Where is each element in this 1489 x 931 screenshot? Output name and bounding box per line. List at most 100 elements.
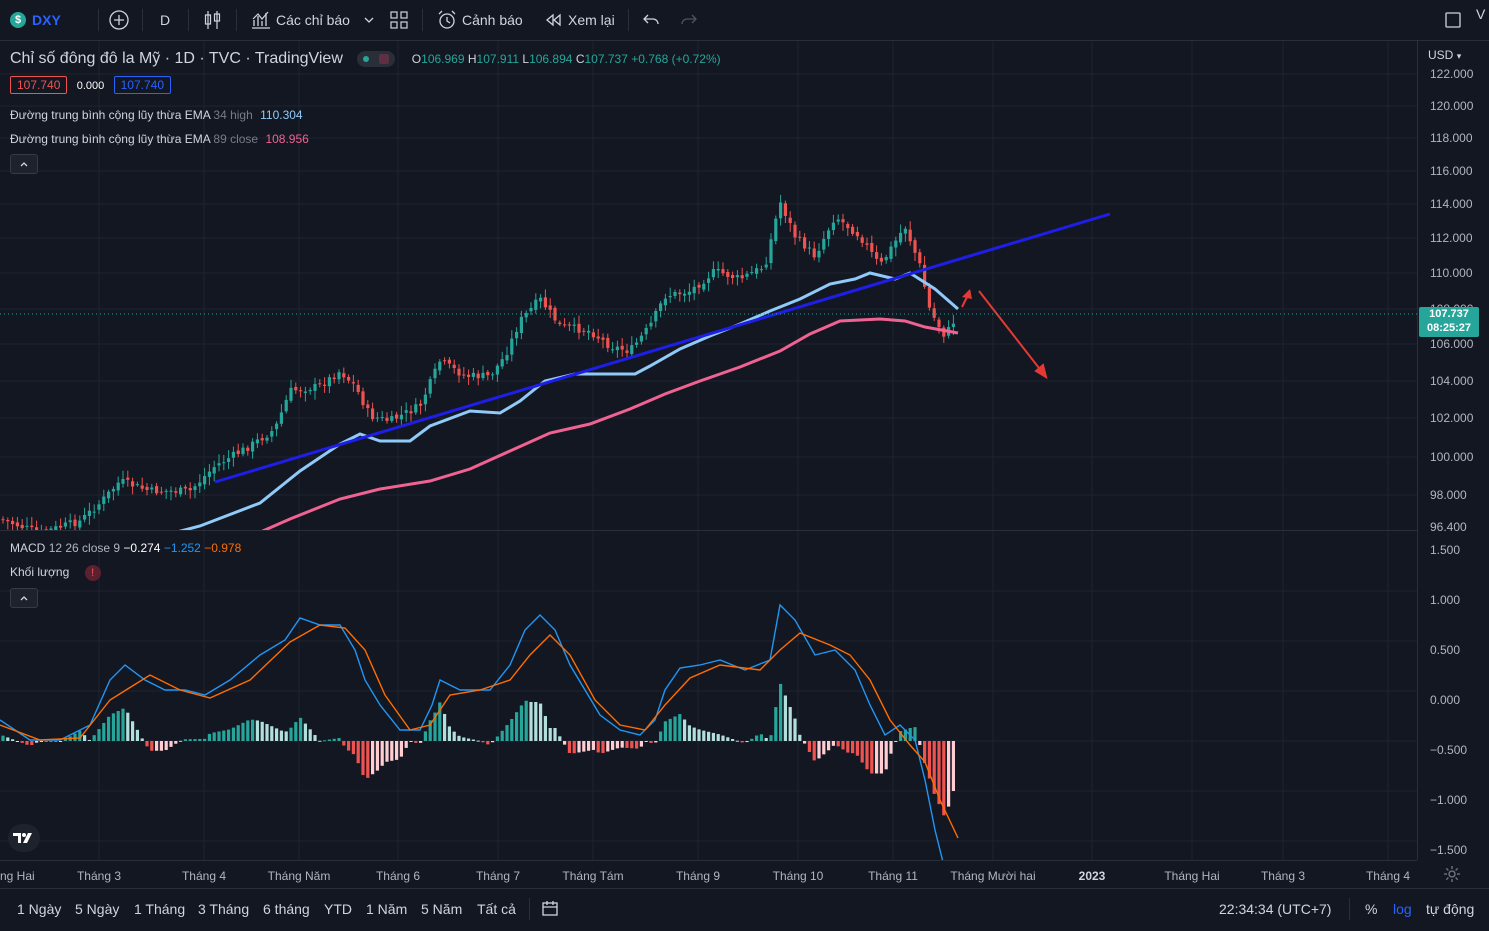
candle-body (83, 515, 86, 520)
candle-body (563, 324, 566, 325)
auto-scale-toggle[interactable]: tự động (1426, 889, 1474, 929)
candle-body (294, 387, 297, 390)
ema34-legend[interactable]: Đường trung bình cộng lũy thừa EMA 34 hi… (10, 108, 303, 122)
histogram-bar (323, 740, 326, 741)
range-button[interactable]: 6 tháng (263, 889, 310, 929)
candle-body (141, 485, 144, 488)
histogram-bar (126, 713, 129, 741)
macd-legend[interactable]: MACD 12 26 close 9 −0.274 −1.252 −0.978 (10, 541, 241, 555)
buy-price-button[interactable]: 107.740 (114, 76, 171, 94)
undo-button[interactable] (642, 0, 660, 40)
candle-body (808, 248, 811, 249)
chart-type-button[interactable] (203, 0, 223, 40)
collapse-legend-button[interactable] (10, 154, 38, 174)
price-label: 112.000 (1430, 231, 1473, 245)
histogram-bar (246, 720, 249, 741)
macd-line[interactable] (0, 605, 958, 860)
signal-line[interactable] (0, 625, 958, 838)
time-axis-label: Tháng 9 (676, 869, 720, 883)
histogram-bar (496, 737, 499, 741)
candle-body (155, 486, 158, 493)
histogram-bar (160, 741, 163, 751)
range-button[interactable]: Tất cả (477, 889, 516, 929)
compare-button[interactable] (108, 0, 130, 40)
volume-legend[interactable]: Khối lượng ! (10, 565, 101, 581)
histogram-bar (88, 740, 91, 741)
ema89-line[interactable] (130, 319, 958, 530)
tradingview-logo[interactable] (8, 824, 40, 852)
symbol-search-button[interactable]: $ DXY (10, 0, 61, 40)
macd-chart[interactable] (0, 530, 1417, 860)
histogram-bar (544, 716, 547, 741)
candle-body (654, 311, 657, 321)
sell-price-button[interactable]: 107.740 (10, 76, 67, 94)
histogram-bar (558, 736, 561, 741)
range-button[interactable]: YTD (324, 889, 352, 929)
fullscreen-button[interactable] (1444, 0, 1462, 40)
goto-date-button[interactable] (540, 889, 560, 929)
candle-body (491, 374, 494, 375)
candle-body (693, 287, 696, 293)
histogram-bar (462, 737, 465, 741)
range-button[interactable]: 5 Ngày (75, 889, 119, 929)
candle-body (573, 325, 576, 326)
calendar-goto-icon (540, 899, 560, 919)
candle-body (889, 247, 892, 259)
candle-body (616, 347, 619, 350)
histogram-bar (837, 741, 840, 746)
histogram-bar (645, 741, 648, 742)
histogram-bar (11, 739, 14, 741)
candle-body (227, 458, 230, 462)
candle-body (165, 491, 168, 492)
chevron-up-icon (19, 593, 29, 603)
settings-button[interactable] (1443, 865, 1461, 888)
templates-dropdown[interactable] (363, 0, 375, 40)
histogram-bar (299, 718, 302, 741)
range-button[interactable]: 1 Năm (366, 889, 407, 929)
down-arrow-line[interactable] (979, 291, 1046, 377)
market-status-toggle[interactable] (357, 51, 395, 67)
histogram-bar (294, 722, 297, 741)
ema89-legend[interactable]: Đường trung bình cộng lũy thừa EMA 89 cl… (10, 132, 309, 146)
up-arrow-head (962, 289, 972, 299)
histogram-bar (217, 731, 220, 741)
interval-button[interactable]: D (160, 0, 170, 40)
alerts-button[interactable]: Cảnh báo (436, 0, 523, 40)
range-button[interactable]: 1 Tháng (134, 889, 185, 929)
timezone-button[interactable]: 22:34:34 (UTC+7) (1219, 889, 1331, 929)
candle-body (673, 292, 676, 296)
histogram-bar (678, 714, 681, 741)
log-scale-toggle[interactable]: log (1393, 889, 1412, 929)
macd-line-value: −1.252 (164, 541, 201, 555)
histogram-bar (21, 741, 24, 743)
chart-pane[interactable] (0, 41, 1417, 860)
trend-line[interactable] (215, 214, 1110, 482)
replay-button[interactable]: Xem lại (544, 0, 615, 40)
candle-body (275, 424, 278, 430)
histogram-bar (227, 730, 230, 741)
ema89-params: 89 close (213, 132, 258, 146)
redo-button[interactable] (680, 0, 698, 40)
error-icon[interactable]: ! (85, 565, 101, 581)
histogram-bar (491, 741, 494, 742)
indicators-button[interactable]: Các chỉ báo (250, 0, 350, 40)
layouts-button[interactable] (389, 0, 409, 40)
candle-body (385, 418, 388, 421)
histogram-bar (712, 733, 715, 741)
range-button[interactable]: 5 Năm (421, 889, 462, 929)
candle-body (510, 339, 513, 355)
divider (529, 898, 530, 920)
range-button[interactable]: 1 Ngày (17, 889, 61, 929)
time-axis-label: Tháng 3 (1261, 869, 1305, 883)
divider (422, 9, 423, 31)
candle-body (640, 336, 643, 342)
histogram-bar (107, 717, 110, 741)
collapse-macd-legend-button[interactable] (10, 588, 38, 608)
candle-body (304, 392, 307, 393)
price-label: 116.000 (1430, 164, 1473, 178)
pane-separator[interactable] (0, 530, 1489, 531)
range-button[interactable]: 3 Tháng (198, 889, 249, 929)
percent-scale-toggle[interactable]: % (1365, 889, 1377, 929)
